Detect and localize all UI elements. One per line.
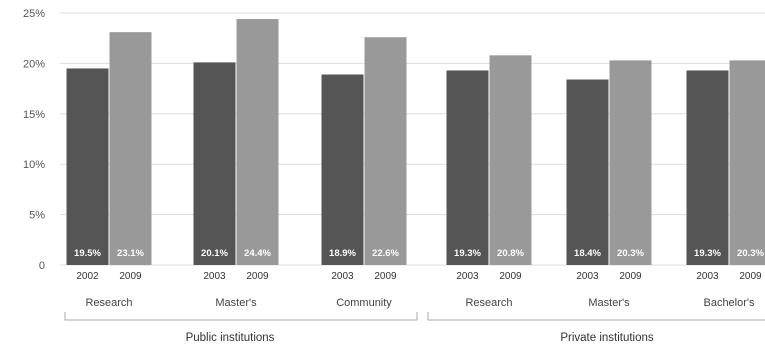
bar bbox=[686, 70, 729, 266]
bar-value-label: 20.8% bbox=[497, 248, 524, 259]
bar-value-label: 23.1% bbox=[117, 248, 144, 259]
y-tick-label: 15% bbox=[23, 109, 45, 121]
bar bbox=[66, 68, 109, 265]
category-labels: Research Master's Community Research Master'… bbox=[85, 297, 755, 309]
category-label: Master's bbox=[215, 297, 257, 309]
bar bbox=[729, 60, 765, 265]
category-label: Research bbox=[465, 297, 512, 309]
bar bbox=[236, 19, 279, 265]
group-bracket bbox=[64, 312, 418, 321]
bar bbox=[446, 70, 489, 266]
year-label: 2009 bbox=[499, 271, 522, 282]
y-tick-label: 25% bbox=[23, 8, 45, 20]
bar bbox=[609, 60, 652, 265]
category-label: Bachelor's bbox=[703, 297, 755, 309]
bar bbox=[109, 32, 152, 265]
group-bracket bbox=[427, 312, 765, 321]
gridlines bbox=[60, 12, 765, 266]
category-label: Community bbox=[336, 297, 392, 309]
group-labels: Public institutions Private institutions bbox=[186, 332, 654, 344]
bar-value-label: 18.9% bbox=[329, 248, 356, 259]
year-label: 2009 bbox=[374, 271, 397, 282]
year-label: 2009 bbox=[119, 271, 142, 282]
category-label: Master's bbox=[588, 297, 630, 309]
year-label: 2009 bbox=[246, 271, 269, 282]
bar-value-label: 20.3% bbox=[617, 248, 644, 259]
bars bbox=[66, 19, 765, 266]
year-label: 2003 bbox=[456, 271, 479, 282]
category-label: Research bbox=[85, 297, 132, 309]
y-tick-label: 10% bbox=[23, 159, 45, 171]
year-label: 2009 bbox=[739, 271, 762, 282]
y-tick-label: 5% bbox=[29, 210, 45, 222]
group-brackets bbox=[64, 312, 765, 321]
y-tick-label: 0 bbox=[39, 260, 45, 272]
bar-value-label: 22.6% bbox=[372, 248, 399, 259]
bar bbox=[566, 79, 609, 265]
bar-value-label: 18.4% bbox=[574, 248, 601, 259]
year-label: 2002 bbox=[76, 271, 99, 282]
year-label: 2003 bbox=[203, 271, 226, 282]
group-label: Public institutions bbox=[186, 332, 275, 344]
bar-value-label: 24.4% bbox=[244, 248, 271, 259]
y-axis-tick-labels: 0 5% 10% 15% 20% 25% bbox=[23, 8, 45, 272]
bar bbox=[489, 55, 532, 265]
year-label: 2003 bbox=[576, 271, 599, 282]
bar-value-label: 20.1% bbox=[201, 248, 228, 259]
value-labels: 19.5% 23.1% 20.1% 24.4% 18.9% 22.6% 19.3% 20.8%… bbox=[74, 248, 764, 259]
year-label: 2003 bbox=[696, 271, 719, 282]
bar bbox=[364, 37, 407, 265]
year-label: 2003 bbox=[331, 271, 354, 282]
bar bbox=[193, 62, 236, 265]
bar-value-label: 19.3% bbox=[454, 248, 481, 259]
group-label: Private institutions bbox=[560, 332, 654, 344]
year-label: 2009 bbox=[619, 271, 642, 282]
bar bbox=[321, 74, 364, 265]
bar-value-label: 19.5% bbox=[74, 248, 101, 259]
year-labels: 2002 2009 2003 2009 2003 2009 2003 2009 2003 2009… bbox=[76, 271, 762, 282]
bar-value-label: 19.3% bbox=[694, 248, 721, 259]
bar-value-label: 20.3% bbox=[737, 248, 764, 259]
y-tick-label: 20% bbox=[23, 58, 45, 70]
